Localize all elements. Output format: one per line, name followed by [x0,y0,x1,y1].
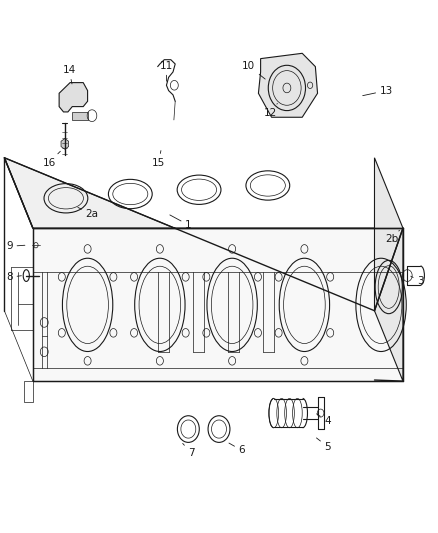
Text: 6: 6 [229,443,245,455]
Text: 5: 5 [316,438,331,451]
Polygon shape [4,158,403,311]
Polygon shape [374,158,403,381]
Text: 4: 4 [317,414,331,426]
Polygon shape [59,83,88,112]
Text: 1: 1 [170,215,192,230]
Text: 14: 14 [63,66,76,84]
Polygon shape [24,381,33,402]
Text: 13: 13 [363,86,393,95]
Text: 10: 10 [242,61,265,79]
Polygon shape [72,112,88,120]
Text: 15: 15 [152,151,165,167]
Text: 8: 8 [6,272,21,282]
Text: 12: 12 [264,103,277,118]
Text: 3: 3 [411,276,424,286]
Text: 2b: 2b [385,230,399,244]
Text: 9: 9 [6,241,25,251]
Text: 16: 16 [42,151,60,167]
Text: 7: 7 [183,443,195,458]
Polygon shape [33,228,403,381]
Polygon shape [258,53,318,117]
Polygon shape [61,139,69,149]
Text: 11: 11 [160,61,173,81]
Text: 2a: 2a [78,207,99,219]
